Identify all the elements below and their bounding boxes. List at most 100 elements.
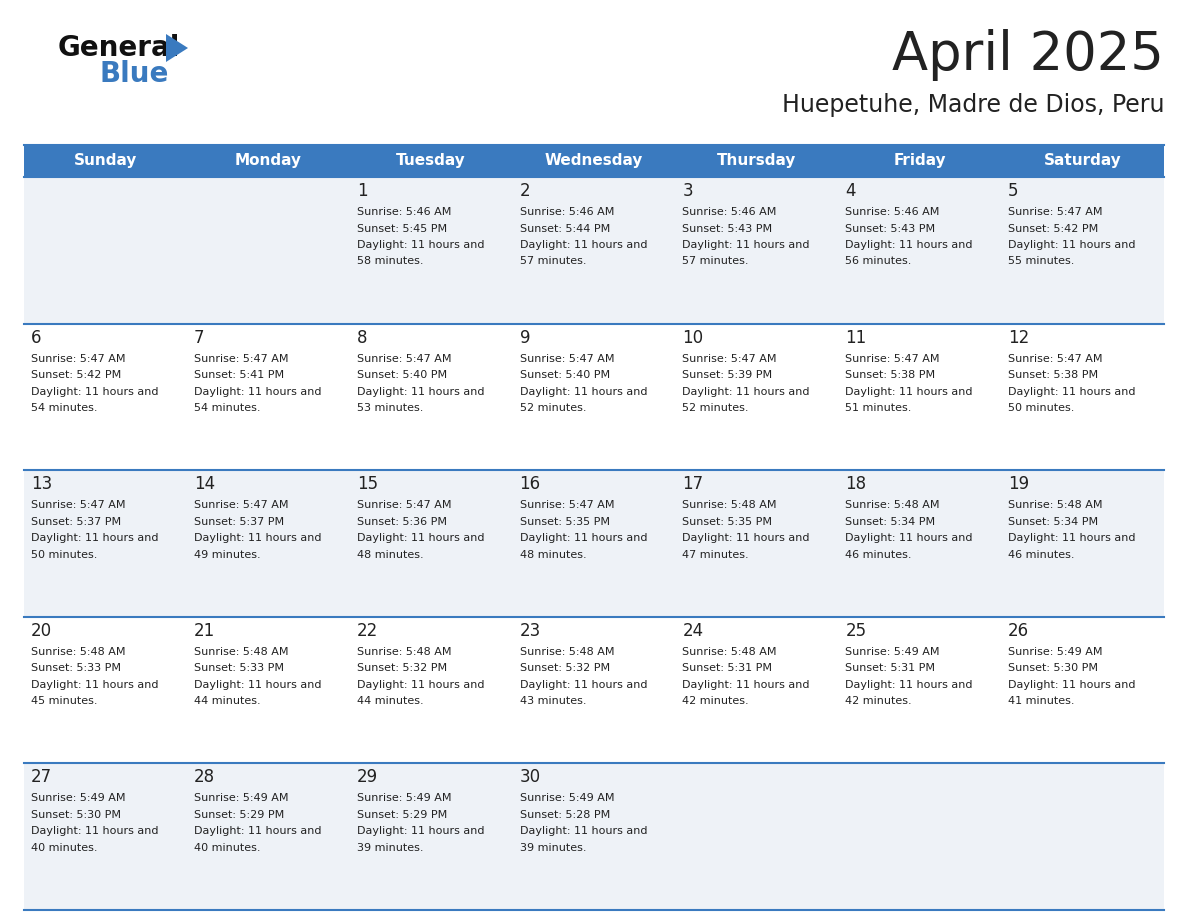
Text: Sunrise: 5:48 AM: Sunrise: 5:48 AM [682, 647, 777, 656]
Text: Daylight: 11 hours and: Daylight: 11 hours and [194, 826, 322, 836]
Text: Daylight: 11 hours and: Daylight: 11 hours and [519, 386, 647, 397]
Text: Thursday: Thursday [718, 153, 796, 169]
Text: Wednesday: Wednesday [545, 153, 643, 169]
Text: 44 minutes.: 44 minutes. [194, 696, 260, 706]
Text: Sunrise: 5:47 AM: Sunrise: 5:47 AM [519, 353, 614, 364]
Bar [24, 764, 1164, 910]
Text: Daylight: 11 hours and: Daylight: 11 hours and [519, 826, 647, 836]
Text: 55 minutes.: 55 minutes. [1009, 256, 1074, 266]
Text: 39 minutes.: 39 minutes. [519, 843, 586, 853]
Text: Sunrise: 5:49 AM: Sunrise: 5:49 AM [31, 793, 126, 803]
Text: Sunrise: 5:49 AM: Sunrise: 5:49 AM [1009, 647, 1102, 656]
Text: Sunset: 5:35 PM: Sunset: 5:35 PM [519, 517, 609, 527]
Text: 47 minutes.: 47 minutes. [682, 550, 750, 560]
Text: Sunset: 5:37 PM: Sunset: 5:37 PM [31, 517, 121, 527]
Text: Sunrise: 5:48 AM: Sunrise: 5:48 AM [1009, 500, 1102, 510]
Bar [24, 145, 1164, 177]
Text: Daylight: 11 hours and: Daylight: 11 hours and [1009, 240, 1136, 250]
Text: Sunrise: 5:46 AM: Sunrise: 5:46 AM [519, 207, 614, 217]
Text: Sunset: 5:29 PM: Sunset: 5:29 PM [356, 810, 447, 820]
Text: 51 minutes.: 51 minutes. [846, 403, 911, 413]
Text: Sunset: 5:43 PM: Sunset: 5:43 PM [682, 223, 772, 233]
Text: Sunset: 5:32 PM: Sunset: 5:32 PM [356, 664, 447, 673]
Text: Sunset: 5:41 PM: Sunset: 5:41 PM [194, 370, 284, 380]
Text: Daylight: 11 hours and: Daylight: 11 hours and [682, 240, 810, 250]
Text: Sunset: 5:40 PM: Sunset: 5:40 PM [356, 370, 447, 380]
Text: Sunrise: 5:47 AM: Sunrise: 5:47 AM [194, 500, 289, 510]
Text: 1: 1 [356, 182, 367, 200]
Text: Sunday: Sunday [74, 153, 137, 169]
Text: 24: 24 [682, 621, 703, 640]
Text: 27: 27 [31, 768, 52, 787]
Text: 50 minutes.: 50 minutes. [1009, 403, 1074, 413]
Text: 5: 5 [1009, 182, 1018, 200]
Text: 40 minutes.: 40 minutes. [194, 843, 260, 853]
Text: 41 minutes.: 41 minutes. [1009, 696, 1075, 706]
Text: Sunset: 5:34 PM: Sunset: 5:34 PM [846, 517, 935, 527]
Text: Sunset: 5:43 PM: Sunset: 5:43 PM [846, 223, 935, 233]
Text: 21: 21 [194, 621, 215, 640]
Text: 10: 10 [682, 329, 703, 347]
Text: Daylight: 11 hours and: Daylight: 11 hours and [194, 533, 322, 543]
Text: 48 minutes.: 48 minutes. [519, 550, 586, 560]
Text: April 2025: April 2025 [892, 29, 1164, 81]
Text: Daylight: 11 hours and: Daylight: 11 hours and [31, 533, 158, 543]
Text: 50 minutes.: 50 minutes. [31, 550, 97, 560]
Text: Sunrise: 5:47 AM: Sunrise: 5:47 AM [1009, 353, 1102, 364]
Text: Sunset: 5:35 PM: Sunset: 5:35 PM [682, 517, 772, 527]
Text: Daylight: 11 hours and: Daylight: 11 hours and [31, 680, 158, 689]
Bar [24, 470, 1164, 617]
Text: Monday: Monday [235, 153, 302, 169]
Text: 46 minutes.: 46 minutes. [846, 550, 911, 560]
Text: 2: 2 [519, 182, 530, 200]
Text: Daylight: 11 hours and: Daylight: 11 hours and [682, 386, 810, 397]
Text: Sunrise: 5:49 AM: Sunrise: 5:49 AM [194, 793, 289, 803]
Text: Daylight: 11 hours and: Daylight: 11 hours and [846, 533, 973, 543]
Text: Sunset: 5:42 PM: Sunset: 5:42 PM [31, 370, 121, 380]
Text: Sunrise: 5:47 AM: Sunrise: 5:47 AM [519, 500, 614, 510]
Text: 12: 12 [1009, 329, 1029, 347]
Text: Sunrise: 5:47 AM: Sunrise: 5:47 AM [356, 500, 451, 510]
Text: Sunset: 5:33 PM: Sunset: 5:33 PM [31, 664, 121, 673]
Text: Sunset: 5:28 PM: Sunset: 5:28 PM [519, 810, 609, 820]
Text: Sunset: 5:45 PM: Sunset: 5:45 PM [356, 223, 447, 233]
Text: Sunrise: 5:47 AM: Sunrise: 5:47 AM [31, 353, 126, 364]
Text: Sunrise: 5:47 AM: Sunrise: 5:47 AM [682, 353, 777, 364]
Text: 52 minutes.: 52 minutes. [682, 403, 748, 413]
Text: 29: 29 [356, 768, 378, 787]
Text: 49 minutes.: 49 minutes. [194, 550, 260, 560]
Bar [24, 177, 1164, 324]
Text: General: General [58, 34, 181, 62]
Text: 57 minutes.: 57 minutes. [682, 256, 748, 266]
Text: 9: 9 [519, 329, 530, 347]
Text: Sunrise: 5:48 AM: Sunrise: 5:48 AM [519, 647, 614, 656]
Text: Sunrise: 5:48 AM: Sunrise: 5:48 AM [356, 647, 451, 656]
Text: 18: 18 [846, 476, 866, 493]
Text: Sunrise: 5:48 AM: Sunrise: 5:48 AM [194, 647, 289, 656]
Text: 44 minutes.: 44 minutes. [356, 696, 423, 706]
Text: 58 minutes.: 58 minutes. [356, 256, 423, 266]
Text: Daylight: 11 hours and: Daylight: 11 hours and [846, 240, 973, 250]
Text: 43 minutes.: 43 minutes. [519, 696, 586, 706]
Text: Sunset: 5:38 PM: Sunset: 5:38 PM [1009, 370, 1098, 380]
Text: Sunset: 5:44 PM: Sunset: 5:44 PM [519, 223, 609, 233]
Text: 11: 11 [846, 329, 866, 347]
Text: Sunset: 5:36 PM: Sunset: 5:36 PM [356, 517, 447, 527]
Text: 53 minutes.: 53 minutes. [356, 403, 423, 413]
Text: Sunset: 5:31 PM: Sunset: 5:31 PM [846, 664, 935, 673]
Text: 3: 3 [682, 182, 693, 200]
Text: Sunset: 5:42 PM: Sunset: 5:42 PM [1009, 223, 1099, 233]
Text: Daylight: 11 hours and: Daylight: 11 hours and [519, 533, 647, 543]
Bar [24, 617, 1164, 764]
Text: Huepetuhe, Madre de Dios, Peru: Huepetuhe, Madre de Dios, Peru [782, 93, 1164, 117]
Text: 4: 4 [846, 182, 855, 200]
Text: Sunrise: 5:47 AM: Sunrise: 5:47 AM [31, 500, 126, 510]
Text: Sunrise: 5:46 AM: Sunrise: 5:46 AM [682, 207, 777, 217]
Text: 46 minutes.: 46 minutes. [1009, 550, 1075, 560]
Text: 54 minutes.: 54 minutes. [194, 403, 260, 413]
Text: 52 minutes.: 52 minutes. [519, 403, 586, 413]
Text: Daylight: 11 hours and: Daylight: 11 hours and [846, 680, 973, 689]
Text: 48 minutes.: 48 minutes. [356, 550, 423, 560]
Text: Daylight: 11 hours and: Daylight: 11 hours and [194, 386, 322, 397]
Text: Sunrise: 5:47 AM: Sunrise: 5:47 AM [356, 353, 451, 364]
